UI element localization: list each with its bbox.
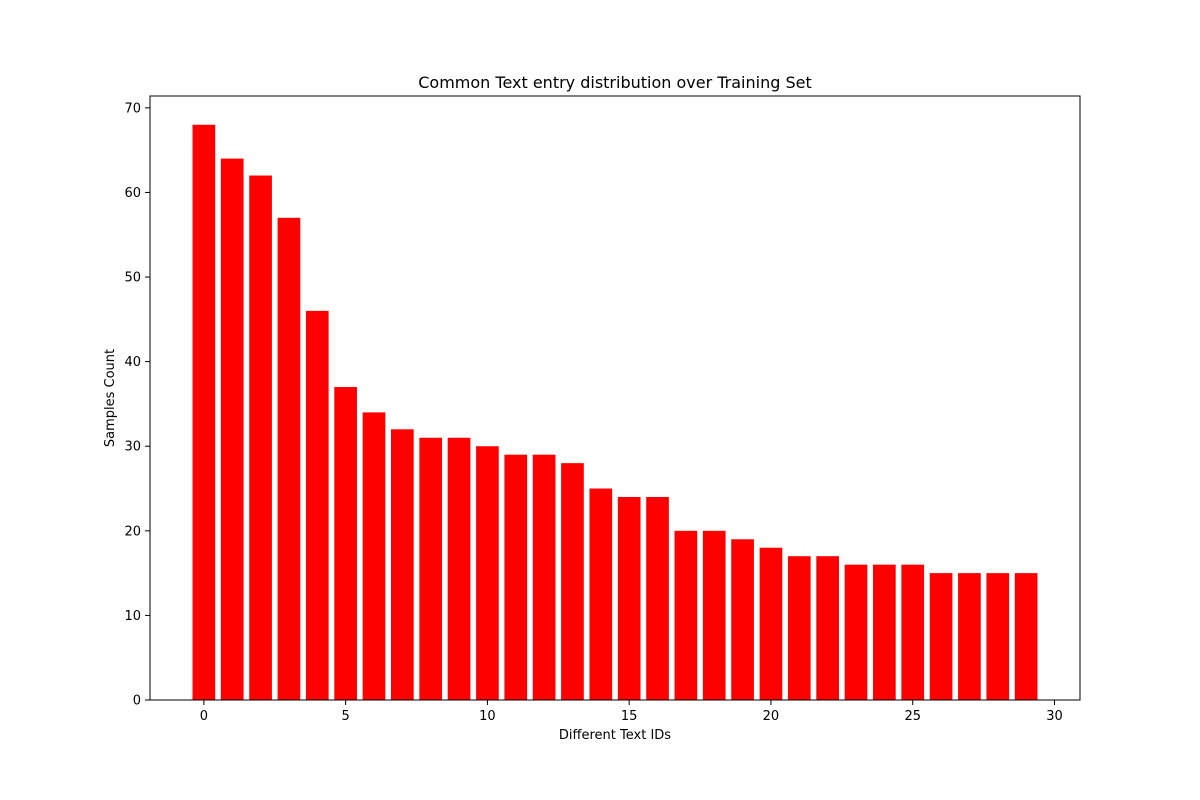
bar-2	[249, 175, 272, 700]
bar-16	[646, 496, 669, 700]
bar-11	[504, 454, 528, 700]
bar-12	[532, 454, 556, 700]
bar-3	[277, 217, 301, 700]
bar-14	[589, 488, 613, 700]
bar-29	[1014, 573, 1038, 700]
x-tick-label: 30	[1046, 709, 1063, 724]
bar-6	[362, 412, 386, 700]
x-tick-label: 10	[479, 709, 496, 724]
bar-4	[305, 310, 329, 700]
bar-1	[220, 158, 244, 701]
bar-23	[844, 564, 868, 700]
y-tick-label: 20	[124, 524, 141, 539]
x-tick-label: 0	[200, 709, 208, 724]
x-tick-label: 20	[763, 709, 780, 724]
y-tick-label: 0	[133, 694, 141, 709]
bar-24	[873, 564, 896, 700]
y-tick-label: 40	[124, 355, 141, 370]
x-axis-label: Different Text IDs	[559, 728, 671, 743]
bar-8	[419, 437, 443, 700]
y-axis-label: Samples Count	[103, 349, 118, 447]
y-tick-label: 50	[124, 271, 141, 286]
bar-25	[901, 564, 925, 700]
x-tick-label: 15	[621, 709, 638, 724]
bar-13	[561, 463, 584, 700]
bar-10	[476, 446, 499, 700]
bar-20	[759, 547, 783, 700]
plot-frame	[149, 95, 1081, 701]
bar-18	[702, 530, 726, 700]
y-tick-label: 70	[124, 101, 141, 116]
bar-0	[192, 124, 216, 700]
bar-9	[447, 437, 471, 700]
y-tick-label: 60	[124, 186, 141, 201]
bar-15	[617, 496, 641, 700]
bar-5	[334, 387, 357, 700]
bar-27	[958, 573, 981, 700]
bar-7	[391, 429, 414, 700]
x-tick-label: 25	[904, 709, 921, 724]
bar-21	[787, 556, 811, 700]
chart-title: Common Text entry distribution over Trai…	[418, 73, 812, 92]
x-axis: 0 5 10 15 20 25 30	[200, 700, 1063, 724]
y-axis: 0 10 20 30 40 50 60 70	[124, 101, 150, 709]
y-tick-label: 10	[124, 609, 141, 624]
bars-layer	[192, 124, 1038, 701]
bar-28	[986, 573, 1010, 700]
x-tick-label: 5	[341, 709, 349, 724]
bar-22	[816, 556, 839, 700]
y-tick-label: 30	[124, 440, 141, 455]
bar-17	[674, 530, 698, 700]
bar-26	[929, 573, 953, 700]
bar-19	[731, 539, 754, 700]
